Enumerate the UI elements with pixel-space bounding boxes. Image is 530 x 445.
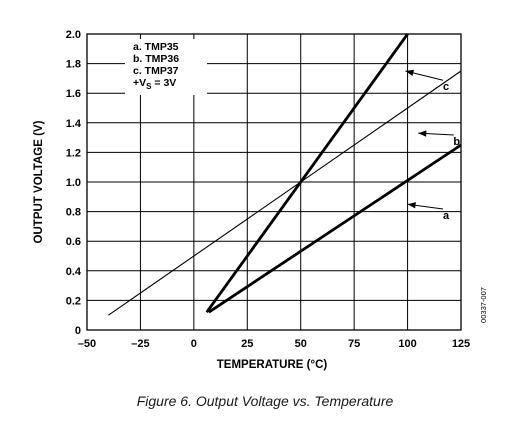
annotation-label-a: a [443,210,450,222]
legend-entry: c. TMP37 [133,65,179,77]
annotation-arrowhead-c [405,69,414,76]
y-tick-label: 1.8 [66,59,81,71]
y-tick-label: 1.4 [66,118,82,130]
legend-cond-main: +V [133,77,146,89]
series-annotations: a b c [405,69,460,222]
x-tick-label: 50 [295,338,307,350]
series-line-c [205,33,409,314]
y-tick-label: 1.6 [66,88,81,100]
grid [86,33,462,331]
legend-entry: a. TMP35 [133,41,179,53]
plot-frame [86,33,462,331]
legend-cond-sub: S [146,82,152,91]
y-tick-label: 0.6 [66,236,81,248]
annotation-arrowhead-a [407,202,416,209]
y-tick-label: 1.0 [66,177,81,189]
series-line-b [108,70,462,316]
y-tick-label: 0.4 [66,266,82,278]
legend-cond-rest: = 3V [151,77,176,89]
annotation-label-b: b [453,136,460,148]
series-line-a [208,143,462,314]
x-tick-label: 0 [191,338,197,350]
figure-side-identifier: 00337-007 [479,287,488,323]
x-tick-label: 100 [398,338,416,350]
x-tick-label: –50 [78,338,96,350]
annotation-label-c: c [443,81,449,93]
y-tick-labels: 0 0.2 0.4 0.6 0.8 1.0 1.2 1.4 1.6 1.8 2.0 [66,29,82,337]
y-tick-label: 0 [75,325,81,337]
x-tick-label: –25 [131,338,149,350]
series-lines [108,33,462,316]
y-tick-label: 1.2 [66,147,81,159]
legend-entry: b. TMP36 [133,53,179,65]
y-axis-label: OUTPUT VOLTAGE (V) [33,120,45,243]
voltage-vs-temperature-chart: –50 –25 0 25 50 75 100 125 0 0.2 0.4 0.6 0.8 1.0 1.2 1… [33,29,488,371]
y-tick-label: 2.0 [66,29,81,41]
x-tick-labels: –50 –25 0 25 50 75 100 125 [78,338,470,350]
y-tick-label: 0.8 [66,207,81,219]
annotation-arrowhead-b [418,130,427,137]
legend-supply-condition: +VS = 3V [133,77,176,91]
legend-box [125,39,207,95]
figure-caption: Figure 6. Output Voltage vs. Temperature [136,393,394,409]
y-tick-label: 0.2 [66,295,81,307]
x-tick-label: 125 [452,338,470,350]
x-axis-label: TEMPERATURE (°C) [217,359,328,371]
x-tick-label: 25 [241,338,253,350]
x-tick-label: 75 [348,338,360,350]
